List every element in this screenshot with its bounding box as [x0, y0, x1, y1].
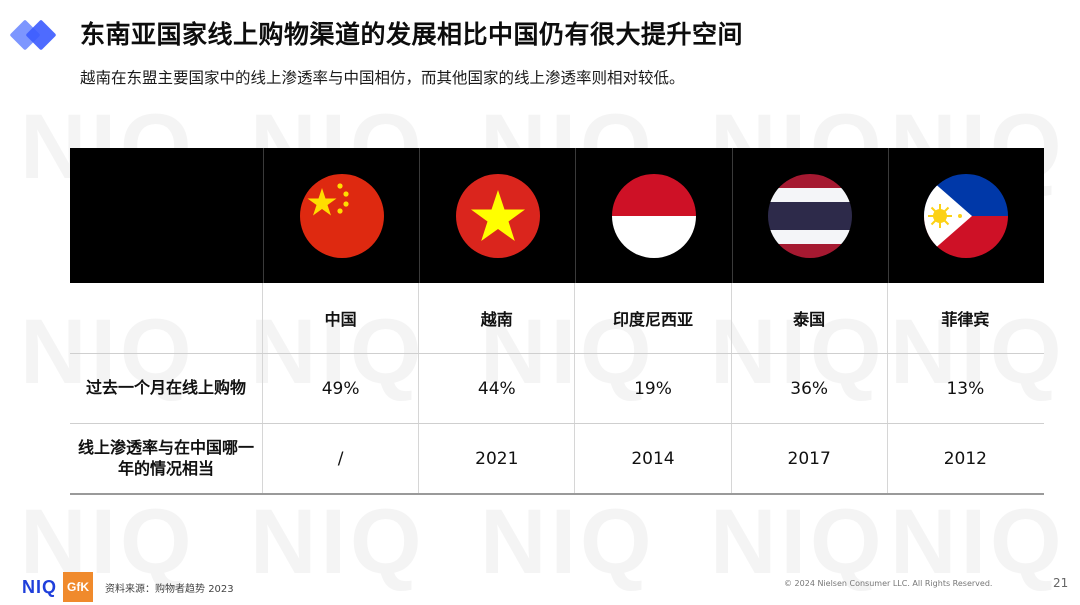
- niq-diamond-logo: [9, 18, 62, 52]
- vietnam-flag-icon: [455, 173, 540, 258]
- country-name-philippines: 菲律宾: [941, 310, 990, 329]
- page-title: 东南亚国家线上购物渠道的发展相比中国仍有很大提升空间: [80, 20, 744, 49]
- source-note: 资料来源：购物者趋势 2023: [105, 583, 234, 595]
- flag-cell-vietnam: [420, 148, 577, 283]
- flag-cell-indonesia: [576, 148, 733, 283]
- footer-left: NIQ GfK 资料来源：购物者趋势 2023: [22, 572, 234, 602]
- page-number: 21: [1053, 576, 1069, 590]
- watermark: NIQ: [250, 491, 426, 593]
- indonesia-flag-icon: [611, 173, 696, 258]
- table-cell: 2012: [943, 448, 987, 469]
- comparison-table: 中国 越南 印度尼西亚 泰国 菲律宾 过去一个月在线上购物 49% 44% 19…: [70, 148, 1044, 495]
- watermark: NIQ: [710, 301, 886, 403]
- country-name-indonesia: 印度尼西亚: [575, 283, 732, 353]
- watermark: NIQ: [480, 301, 656, 403]
- watermark: NIQ: [20, 491, 196, 593]
- flag-header-row: [70, 148, 1044, 283]
- country-name-vietnam: 越南: [419, 283, 576, 353]
- table-row: 过去一个月在线上购物 49% 44% 19% 36% 13%: [70, 354, 1044, 424]
- philippines-flag-icon: [924, 173, 1009, 258]
- china-flag-icon: [299, 173, 384, 258]
- copyright: © 2024 Nielsen Consumer LLC. All Rights …: [784, 579, 993, 588]
- watermark: NIQ: [890, 301, 1066, 403]
- row-label-equivalent-year: 线上渗透率与在中国哪一年的情况相当: [70, 424, 263, 493]
- flag-cell-thailand: [733, 148, 889, 283]
- table-cell: 13%: [946, 378, 985, 399]
- empty-corner-cell: [70, 148, 264, 283]
- row-label-online-shopping: 过去一个月在线上购物: [70, 354, 263, 423]
- table-cell: 2021: [419, 424, 576, 493]
- watermark: NIQ: [250, 301, 426, 403]
- row-label-empty: [70, 283, 263, 353]
- watermark: NIQ: [890, 491, 1066, 593]
- table-row: 线上渗透率与在中国哪一年的情况相当 / 2021 2014 2017 2012: [70, 424, 1044, 495]
- table-cell: 36%: [732, 354, 888, 423]
- flag-cell-china: [264, 148, 421, 283]
- table-cell: 2014: [575, 424, 732, 493]
- thailand-flag-icon: [768, 173, 853, 258]
- page-subtitle: 越南在东盟主要国家中的线上渗透率与中国相仿，而其他国家的线上渗透率则相对较低。: [80, 69, 685, 87]
- country-name-thailand: 泰国: [732, 283, 888, 353]
- flag-cell-philippines: [889, 148, 1044, 283]
- table-cell: 49%: [263, 354, 420, 423]
- gfk-logo: GfK: [63, 572, 94, 602]
- table-cell: 44%: [419, 354, 576, 423]
- table-cell: /: [263, 424, 420, 493]
- country-name-row: 中国 越南 印度尼西亚 泰国 菲律宾: [70, 283, 1044, 354]
- watermark: NIQ: [480, 491, 656, 593]
- table-cell: 19%: [575, 354, 732, 423]
- watermark: NIQ: [20, 301, 196, 403]
- watermark: NIQ: [710, 491, 886, 593]
- table-cell: 2017: [732, 424, 888, 493]
- niq-logo: NIQ: [22, 576, 58, 597]
- country-name-china: 中国: [263, 283, 420, 353]
